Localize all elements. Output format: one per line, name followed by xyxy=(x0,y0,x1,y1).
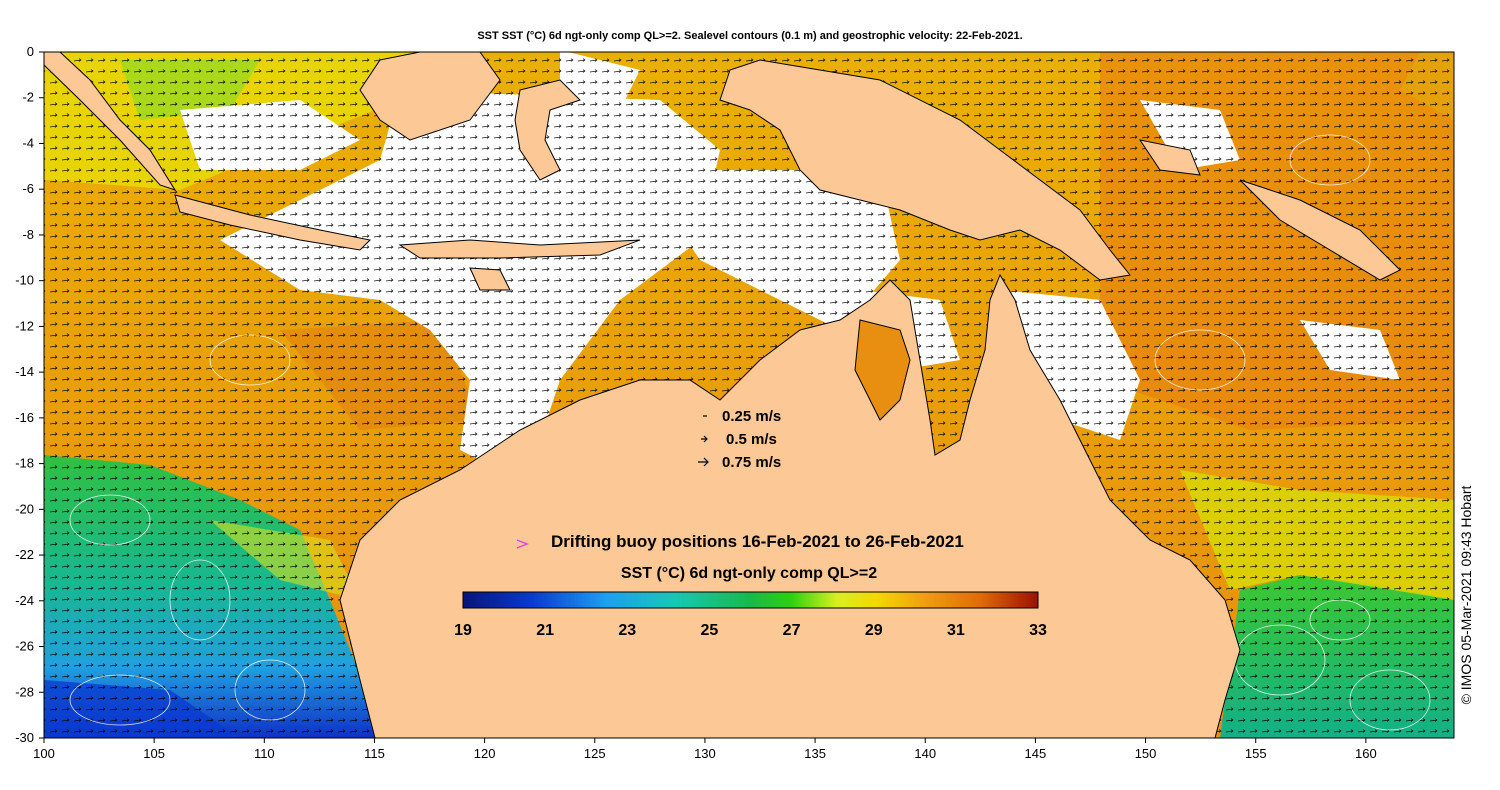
velocity-arrow-1 xyxy=(701,435,708,443)
x-tick-label: 155 xyxy=(1245,746,1267,761)
colorbar-title: SST (°C) 6d ngt-only comp QL>=2 xyxy=(621,565,877,582)
x-tick-label: 125 xyxy=(584,746,606,761)
x-tick-label: 135 xyxy=(804,746,826,761)
y-tick-label: -30 xyxy=(15,730,34,745)
y-tick-label: -16 xyxy=(15,410,34,425)
y-tick-label: -26 xyxy=(15,639,34,654)
y-tick-label: -28 xyxy=(15,684,34,699)
velocity-arrow-2 xyxy=(698,457,709,467)
plot-frame xyxy=(43,51,1455,739)
x-tick-label: 160 xyxy=(1355,746,1377,761)
y-tick-label: -10 xyxy=(15,273,34,288)
y-axis: 0 -2 -4 -6 -8 -10 -12 -14 -16 -18 -20 -22 -24 -26 -28 -… xyxy=(15,44,44,745)
velocity-legend-item-0: 0.25 m/s xyxy=(703,408,781,425)
map-title: SST SST (°C) 6d ngt-only comp QL>=2. Sea… xyxy=(477,30,1023,42)
colorbar-tick-label: 23 xyxy=(618,622,636,639)
land xyxy=(43,51,1401,739)
x-tick-label: 130 xyxy=(694,746,716,761)
velocity-legend-item-1: 0.5 m/s xyxy=(701,431,777,448)
x-tick-label: 105 xyxy=(143,746,165,761)
colorbar-tick-label: 21 xyxy=(536,622,554,639)
y-tick-label: -4 xyxy=(22,135,34,150)
y-tick-label: -22 xyxy=(15,547,34,562)
buoy-legend: Drifting buoy positions 16-Feb-2021 to 2… xyxy=(516,532,964,551)
x-tick-label: 140 xyxy=(914,746,936,761)
buoy-legend-label: Drifting buoy positions 16-Feb-2021 to 2… xyxy=(551,532,964,551)
x-tick-label: 100 xyxy=(33,746,55,761)
colorbar-tick-label: 27 xyxy=(783,622,801,639)
velocity-legend: 0.25 m/s 0.5 m/s 0.75 m/s xyxy=(698,408,781,471)
velocity-label-0: 0.25 m/s xyxy=(722,408,781,425)
y-tick-label: -12 xyxy=(15,318,34,333)
x-axis: 100 105 110 115 120 125 130 135 140 145 150 155 160 xyxy=(33,738,1377,761)
y-tick-label: -20 xyxy=(15,501,34,516)
x-tick-label: 120 xyxy=(474,746,496,761)
colorbar-ticks: 19 21 23 25 27 29 31 33 xyxy=(454,622,1047,639)
y-tick-label: -24 xyxy=(15,593,34,608)
y-tick-label: -8 xyxy=(22,227,34,242)
colorbar-tick-label: 33 xyxy=(1029,622,1047,639)
y-tick-label: 0 xyxy=(27,44,34,59)
colorbar-tick-label: 19 xyxy=(454,622,472,639)
velocity-legend-item-2: 0.75 m/s xyxy=(698,454,781,471)
x-tick-label: 145 xyxy=(1025,746,1047,761)
velocity-label-1: 0.5 m/s xyxy=(726,431,777,448)
sea-level-contours xyxy=(69,134,1431,731)
y-tick-label: -18 xyxy=(15,456,34,471)
colorbar-tick-label: 29 xyxy=(865,622,883,639)
buoy-marker-icon xyxy=(516,539,529,549)
y-tick-label: -14 xyxy=(15,364,34,379)
x-tick-label: 150 xyxy=(1135,746,1157,761)
x-tick-label: 110 xyxy=(254,746,275,761)
y-tick-label: -2 xyxy=(22,90,34,105)
x-tick-label: 115 xyxy=(364,746,385,761)
velocity-label-2: 0.75 m/s xyxy=(722,454,781,471)
colorbar-tick-label: 31 xyxy=(947,622,965,639)
colorbar: SST (°C) 6d ngt-only comp QL>=2 19 21 23 25… xyxy=(454,565,1047,639)
colorbar-tick-label: 25 xyxy=(701,622,719,639)
colorbar-gradient xyxy=(462,591,1039,609)
y-tick-label: -6 xyxy=(22,181,34,196)
credit-text: © IMOS 05-Mar-2021 09:43 Hobart xyxy=(1458,485,1474,705)
